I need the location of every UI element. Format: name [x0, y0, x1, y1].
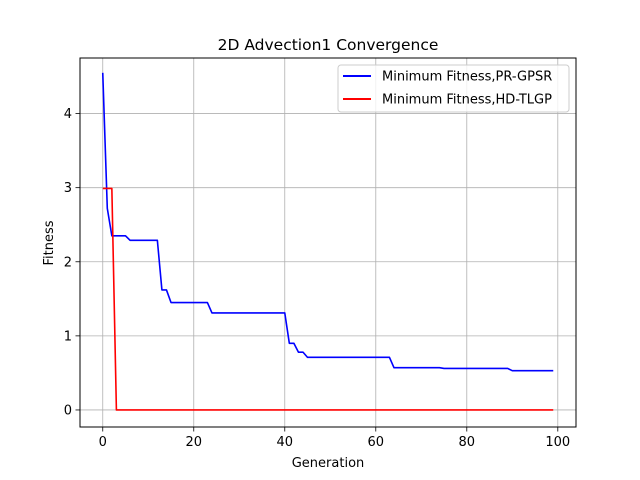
y-tick-label: 1: [64, 329, 72, 344]
y-tick-label: 3: [64, 181, 72, 196]
x-tick-label: 60: [368, 435, 385, 450]
x-tick-label: 100: [545, 435, 570, 450]
legend-box: [337, 64, 570, 113]
y-tick-label: 4: [64, 107, 72, 122]
legend-label-hd-tlgp: Minimum Fitness,HD-TLGP: [382, 93, 552, 108]
series-line-1: [102, 187, 554, 411]
y-tick-label: 2: [64, 255, 72, 270]
series-line-0: [101, 72, 554, 372]
x-tick-label: 80: [459, 435, 476, 450]
y-axis-label: Fitness: [42, 220, 57, 265]
y-tick-label: 0: [64, 403, 72, 418]
x-tick-label: 20: [185, 435, 202, 450]
legend: Minimum Fitness,PR-GPSR Minimum Fitness,…: [337, 64, 570, 113]
grid: [80, 58, 576, 427]
x-axis-label: Generation: [292, 456, 365, 471]
x-tick-label: 0: [99, 435, 107, 450]
chart-title: 2D Advection1 Convergence: [218, 36, 439, 54]
series-layer: [101, 72, 554, 411]
axis-ticks: 0 20 40 60 80 100 0 1 2 3 4: [64, 107, 570, 450]
legend-label-pr-gpsr: Minimum Fitness,PR-GPSR: [382, 70, 552, 85]
x-tick-label: 40: [276, 435, 293, 450]
plot-frame: [79, 57, 577, 428]
